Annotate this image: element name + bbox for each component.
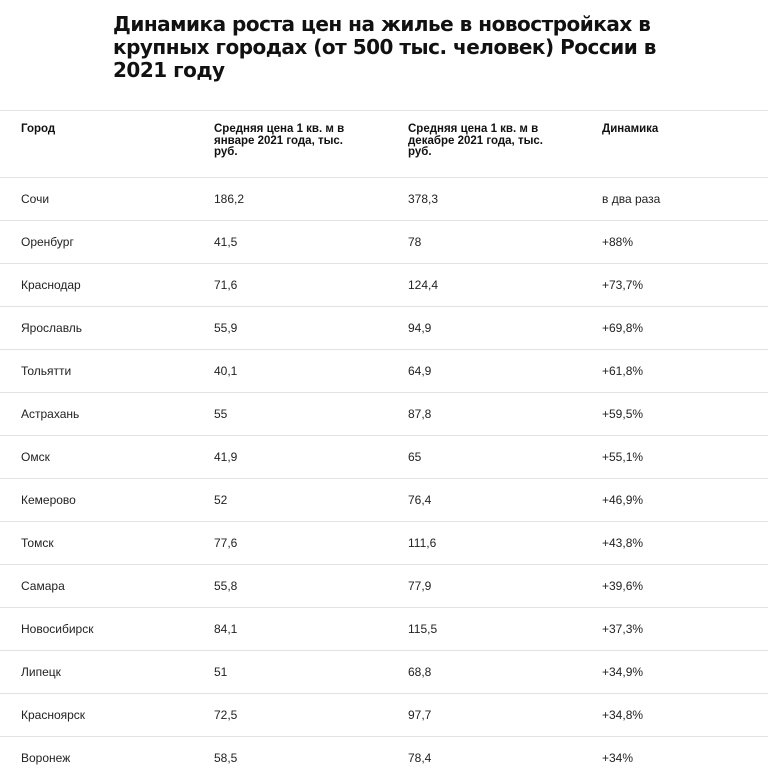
january-price-cell: 77,6 [214, 536, 238, 550]
january-price-cell: 55,8 [214, 579, 238, 593]
dynamics-cell: +61,8% [602, 364, 644, 378]
january-price-cell: 40,1 [214, 364, 238, 378]
city-cell: Самара [21, 579, 65, 593]
city-cell: Липецк [21, 665, 61, 679]
header-december-price: Средняя цена 1 кв. м в декабре 2021 года… [408, 123, 543, 158]
dynamics-cell: +69,8% [602, 321, 644, 335]
dynamics-cell: +43,8% [602, 536, 644, 550]
dynamics-cell: +59,5% [602, 407, 644, 421]
december-price-cell: 78 [408, 235, 422, 249]
table-row: Астрахань 55 87,8 +59,5% [0, 392, 768, 435]
page-title: Динамика роста цен на жилье в новостройк… [113, 12, 656, 82]
january-price-cell: 55 [214, 407, 228, 421]
table-row: Омск 41,9 65 +55,1% [0, 435, 768, 478]
table-row: Воронеж 58,5 78,4 +34% [0, 736, 768, 779]
city-cell: Тольятти [21, 364, 72, 378]
dynamics-cell: +46,9% [602, 493, 644, 507]
january-price-cell: 51 [214, 665, 228, 679]
december-price-cell: 64,9 [408, 364, 432, 378]
january-price-cell: 52 [214, 493, 228, 507]
dynamics-cell: +34% [602, 751, 634, 765]
december-price-cell: 378,3 [408, 192, 439, 206]
table-row: Тольятти 40,1 64,9 +61,8% [0, 349, 768, 392]
january-price-cell: 55,9 [214, 321, 238, 335]
dynamics-cell: +39,6% [602, 579, 644, 593]
dynamics-cell: +88% [602, 235, 634, 249]
dynamics-cell: +34,8% [602, 708, 644, 722]
january-price-cell: 41,5 [214, 235, 238, 249]
january-price-cell: 58,5 [214, 751, 238, 765]
city-cell: Томск [21, 536, 54, 550]
table-row: Томск 77,6 111,6 +43,8% [0, 521, 768, 564]
city-cell: Краснодар [21, 278, 81, 292]
city-cell: Ярославль [21, 321, 83, 335]
december-price-cell: 68,8 [408, 665, 432, 679]
table-row: Оренбург 41,5 78 +88% [0, 220, 768, 263]
december-price-cell: 76,4 [408, 493, 432, 507]
december-price-cell: 94,9 [408, 321, 432, 335]
january-price-cell: 84,1 [214, 622, 238, 636]
header-january-price: Средняя цена 1 кв. м в январе 2021 года,… [214, 123, 345, 158]
december-price-cell: 78,4 [408, 751, 432, 765]
city-cell: Астрахань [21, 407, 80, 421]
price-table: Город Средняя цена 1 кв. м в январе 2021… [0, 110, 768, 779]
city-cell: Новосибирск [21, 622, 94, 636]
december-price-cell: 65 [408, 450, 422, 464]
city-cell: Омск [21, 450, 50, 464]
dynamics-cell: +34,9% [602, 665, 644, 679]
header-city: Город [21, 123, 56, 135]
dynamics-cell: +37,3% [602, 622, 644, 636]
december-price-cell: 77,9 [408, 579, 432, 593]
dynamics-cell: +55,1% [602, 450, 644, 464]
table-header-row: Город Средняя цена 1 кв. м в январе 2021… [0, 110, 768, 177]
table-row: Краснодар 71,6 124,4 +73,7% [0, 263, 768, 306]
dynamics-cell: +73,7% [602, 278, 644, 292]
table-row: Сочи 186,2 378,3 в два раза [0, 177, 768, 220]
december-price-cell: 115,5 [408, 622, 438, 636]
table-row: Кемерово 52 76,4 +46,9% [0, 478, 768, 521]
january-price-cell: 71,6 [214, 278, 238, 292]
header-dynamics: Динамика [602, 123, 659, 135]
december-price-cell: 87,8 [408, 407, 432, 421]
december-price-cell: 97,7 [408, 708, 432, 722]
table-row: Новосибирск 84,1 115,5 +37,3% [0, 607, 768, 650]
city-cell: Воронеж [21, 751, 71, 765]
table-row: Ярославль 55,9 94,9 +69,8% [0, 306, 768, 349]
city-cell: Кемерово [21, 493, 76, 507]
city-cell: Оренбург [21, 235, 74, 249]
dynamics-cell: в два раза [602, 192, 661, 206]
city-cell: Сочи [21, 192, 50, 206]
december-price-cell: 111,6 [408, 536, 437, 550]
january-price-cell: 41,9 [214, 450, 238, 464]
december-price-cell: 124,4 [408, 278, 439, 292]
city-cell: Красноярск [21, 708, 86, 722]
table-row: Липецк 51 68,8 +34,9% [0, 650, 768, 693]
table-row: Самара 55,8 77,9 +39,6% [0, 564, 768, 607]
table-row: Красноярск 72,5 97,7 +34,8% [0, 693, 768, 736]
january-price-cell: 72,5 [214, 708, 238, 722]
january-price-cell: 186,2 [214, 192, 245, 206]
